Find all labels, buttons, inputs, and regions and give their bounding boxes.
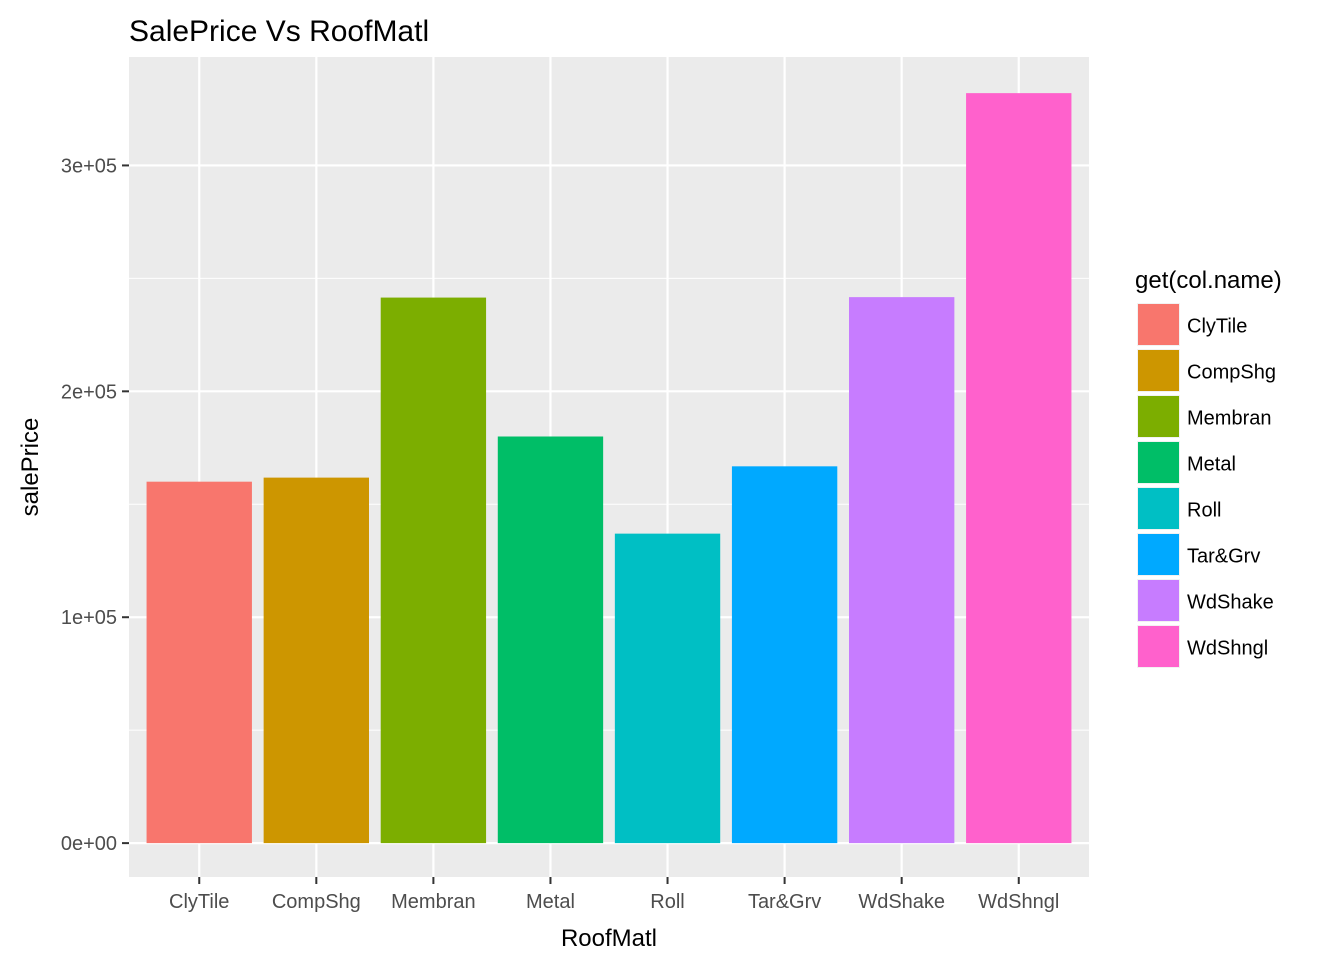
legend-swatch-5 [1138, 534, 1179, 575]
legend-label-3: Metal [1187, 454, 1236, 476]
bar-7 [966, 93, 1072, 844]
x-tick-label-4: Roll [650, 891, 684, 913]
bar-1 [263, 477, 369, 844]
bar-0 [146, 481, 252, 844]
chart-title: SalePrice Vs RoofMatl [129, 15, 429, 48]
y-tick-label-3: 3e+05 [61, 155, 117, 177]
legend: get(col.name) ClyTile CompShg Membran Metal… [1135, 267, 1282, 668]
legend-swatch-7 [1138, 626, 1179, 667]
y-axis-title: salePrice [17, 418, 44, 517]
legend-label-7: WdShngl [1187, 638, 1268, 660]
legend-title: get(col.name) [1135, 267, 1282, 294]
bars [146, 93, 1072, 844]
x-tick-label-5: Tar&Grv [748, 891, 821, 913]
y-axis: 0e+00 1e+05 2e+05 3e+05 [61, 155, 129, 855]
x-tick-label-0: ClyTile [169, 891, 229, 913]
y-tick-label-0: 0e+00 [61, 833, 117, 855]
legend-swatch-3 [1138, 442, 1179, 483]
x-tick-label-2: Membran [391, 891, 475, 913]
x-tick-label-1: CompShg [272, 891, 361, 913]
legend-swatch-6 [1138, 580, 1179, 621]
legend-swatch-1 [1138, 350, 1179, 391]
legend-swatch-0 [1138, 304, 1179, 345]
legend-label-5: Tar&Grv [1187, 546, 1260, 568]
bar-6 [849, 297, 955, 844]
legend-label-4: Roll [1187, 500, 1221, 522]
legend-swatch-2 [1138, 396, 1179, 437]
x-axis: ClyTile CompShg Membran Metal Roll Tar&Grv WdS… [169, 877, 1059, 913]
legend-swatch-4 [1138, 488, 1179, 529]
legend-label-2: Membran [1187, 408, 1271, 430]
bar-3 [497, 436, 604, 844]
x-tick-label-6: WdShake [858, 891, 945, 913]
legend-label-0: ClyTile [1187, 316, 1247, 338]
x-tick-label-7: WdShngl [978, 891, 1059, 913]
legend-label-6: WdShake [1187, 592, 1274, 614]
x-axis-title: RoofMatl [561, 925, 657, 952]
bar-5 [731, 466, 838, 844]
x-tick-label-3: Metal [526, 891, 575, 913]
bar-2 [380, 297, 487, 844]
y-tick-label-1: 1e+05 [61, 607, 117, 629]
legend-label-1: CompShg [1187, 362, 1276, 384]
y-tick-label-2: 2e+05 [61, 381, 117, 403]
bar-4 [614, 533, 721, 844]
